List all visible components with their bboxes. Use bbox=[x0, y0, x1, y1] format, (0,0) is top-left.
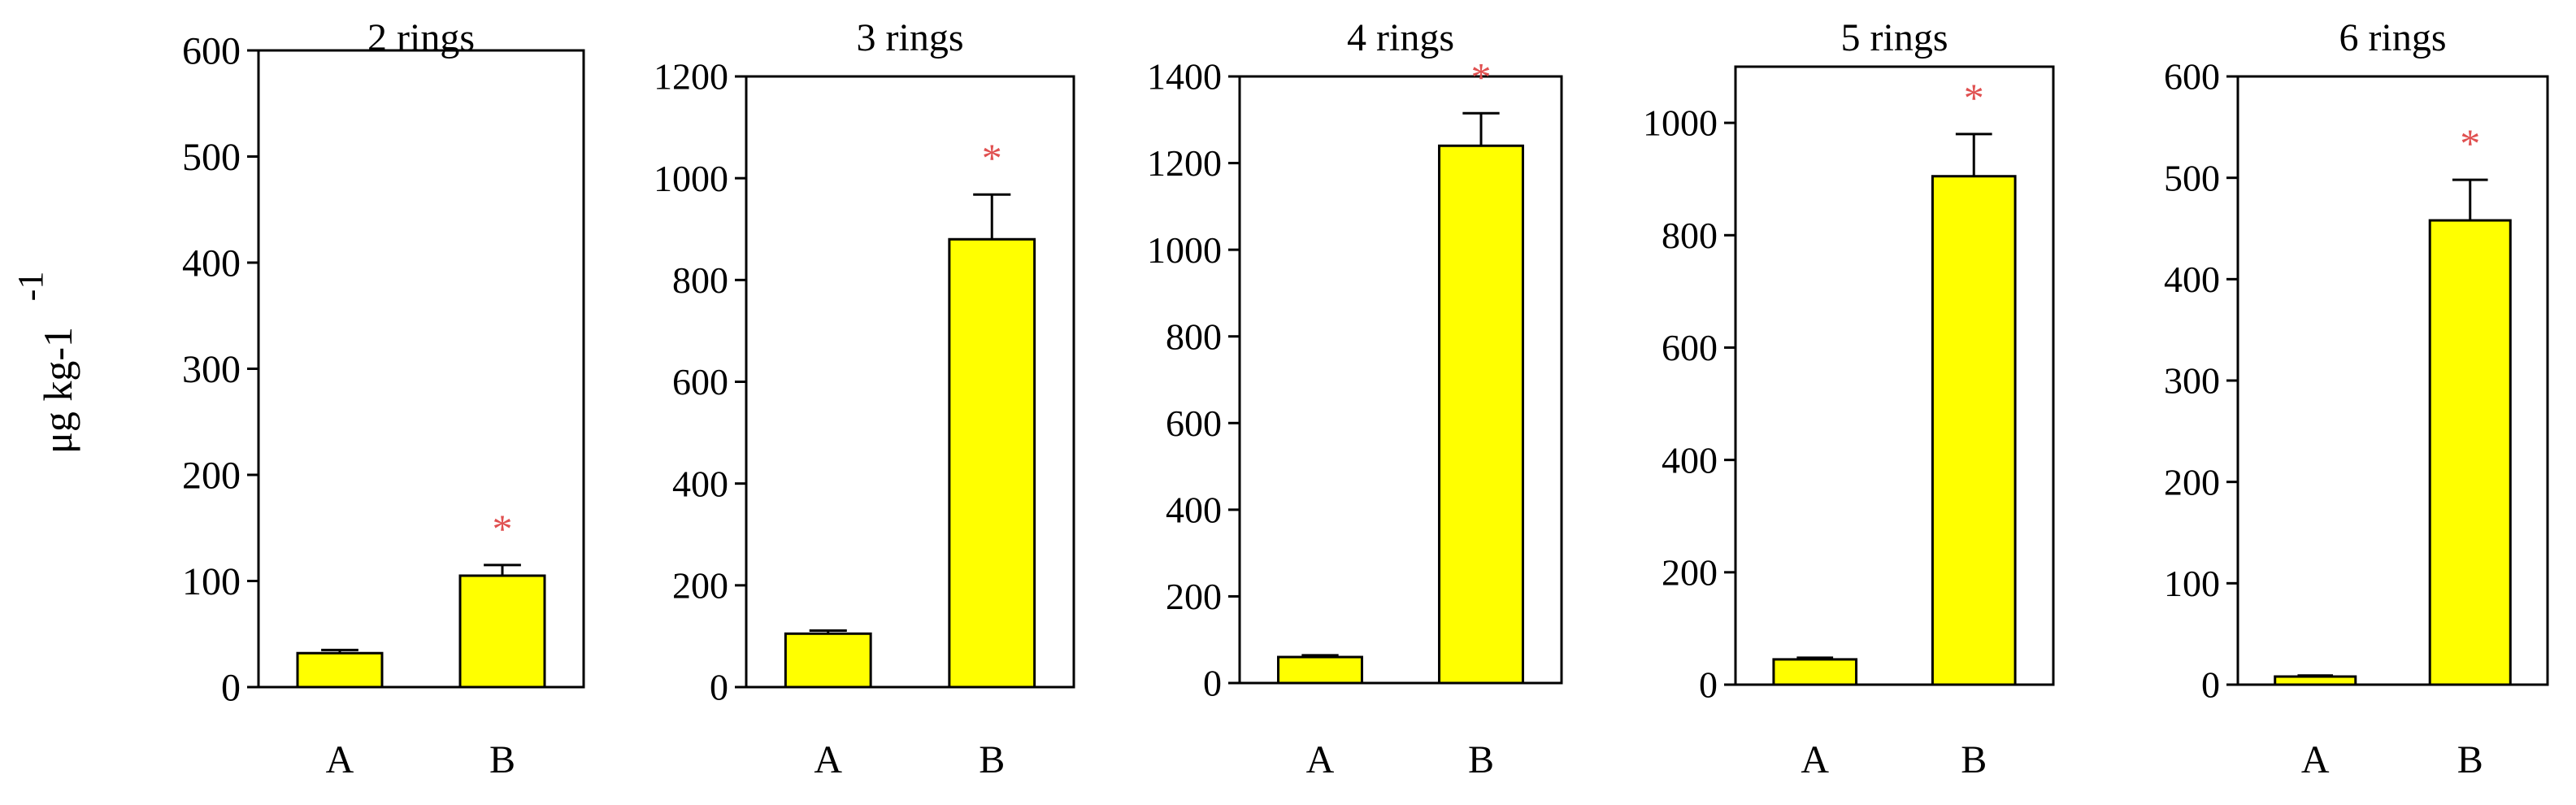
y-tick-label: 400 bbox=[182, 242, 241, 285]
y-tick-label: 300 bbox=[182, 348, 241, 391]
chart-panel-2: 3 rings 0 200 400 600 800 1000 1200 A * B bbox=[654, 16, 1075, 781]
bar-a bbox=[1772, 658, 1858, 686]
y-tick-label: 100 bbox=[182, 560, 241, 603]
x-tick-label: B bbox=[979, 738, 1005, 781]
y-tick-label: 1200 bbox=[1147, 142, 1222, 184]
chart-title: 4 rings bbox=[1347, 16, 1454, 59]
y-tick-label: 1000 bbox=[1643, 102, 1718, 144]
significance-marker: * bbox=[493, 506, 513, 551]
y-tick-label: 200 bbox=[182, 454, 241, 497]
y-tick-label: 100 bbox=[2164, 563, 2220, 604]
significance-marker: * bbox=[1471, 54, 1492, 99]
bar-b bbox=[1931, 175, 2017, 686]
bar-a bbox=[2274, 675, 2357, 686]
chart-title: 3 rings bbox=[857, 16, 964, 59]
y-tick-label: 1400 bbox=[1147, 56, 1222, 98]
y-tick-label: 200 bbox=[672, 564, 728, 606]
y-axis-title: μg kg-1 -1 bbox=[11, 272, 80, 454]
y-tick-label: 500 bbox=[182, 136, 241, 179]
x-tick-label: B bbox=[489, 738, 515, 781]
x-tick-label: B bbox=[1961, 738, 1987, 781]
plot-frame bbox=[1238, 75, 1563, 685]
y-tick-label: 0 bbox=[1203, 663, 1222, 704]
y-tick-label: 500 bbox=[2164, 157, 2220, 198]
bar-b bbox=[1438, 144, 1524, 685]
y-tick-label: 800 bbox=[672, 259, 728, 301]
chart-panel-1: 2 rings 0 100 200 300 400 500 600 A * B bbox=[182, 16, 585, 781]
bar-a bbox=[784, 632, 872, 689]
x-tick-label: A bbox=[1801, 738, 1829, 781]
y-tick-label: 600 bbox=[672, 361, 728, 402]
bar-b bbox=[458, 574, 546, 689]
y-tick-label: 1000 bbox=[1147, 229, 1222, 271]
y-tick-label: 400 bbox=[672, 463, 728, 504]
y-tick-label: 800 bbox=[1662, 215, 1718, 256]
bar-b bbox=[948, 237, 1036, 689]
y-tick-label: 300 bbox=[2164, 360, 2220, 402]
y-tick-label: 200 bbox=[2164, 461, 2220, 503]
y-tick-label: 400 bbox=[1662, 439, 1718, 481]
y-tick-label: 800 bbox=[1166, 315, 1222, 357]
y-tick-label: 200 bbox=[1662, 551, 1718, 593]
significance-marker: * bbox=[2460, 120, 2480, 166]
significance-marker: * bbox=[982, 135, 1002, 181]
x-tick-label: B bbox=[1468, 738, 1494, 781]
y-tick-label: 400 bbox=[1166, 489, 1222, 530]
significance-marker: * bbox=[1964, 75, 1984, 120]
y-tick-label: 1200 bbox=[654, 56, 728, 98]
bar-b bbox=[2428, 219, 2512, 686]
y-tick-label: 1000 bbox=[654, 158, 728, 199]
chart-panel-3: 4 rings 0 200 400 600 800 1000 1200 1400 A * B bbox=[1147, 16, 1563, 781]
chart-panel-5: 6 rings 0 100 200 300 400 500 600 A * B bbox=[2164, 16, 2549, 781]
chart-title: 6 rings bbox=[2339, 16, 2447, 59]
y-tick-label: 400 bbox=[2164, 259, 2220, 300]
y-tick-label: 0 bbox=[2201, 664, 2220, 706]
chart-title: 2 rings bbox=[367, 16, 475, 59]
y-tick-label: 600 bbox=[1662, 327, 1718, 368]
x-tick-label: A bbox=[814, 738, 842, 781]
y-tick-label: 0 bbox=[221, 666, 241, 709]
chart-panels: 2 rings 0 100 200 300 400 500 600 A * B 3 rings 0 200… bbox=[182, 16, 2549, 781]
x-tick-label: B bbox=[2457, 738, 2483, 781]
y-tick-label: 0 bbox=[710, 667, 728, 708]
x-tick-label: A bbox=[1306, 738, 1335, 781]
y-axis-label: μg kg-1 bbox=[35, 327, 80, 454]
y-tick-label: 0 bbox=[1699, 664, 1718, 706]
bar-a bbox=[1277, 655, 1363, 685]
y-axis-label-superscript: -1 bbox=[11, 272, 50, 302]
bar-a bbox=[296, 651, 384, 689]
x-tick-label: A bbox=[2301, 738, 2330, 781]
x-tick-label: A bbox=[326, 738, 354, 781]
plot-frame bbox=[1734, 65, 2055, 686]
y-tick-label: 600 bbox=[182, 29, 241, 72]
y-tick-label: 200 bbox=[1166, 576, 1222, 617]
chart-title: 5 rings bbox=[1841, 16, 1948, 59]
chart-panel-4: 5 rings 0 200 400 600 800 1000 A * B bbox=[1643, 16, 2055, 781]
y-tick-label: 600 bbox=[2164, 56, 2220, 98]
y-tick-label: 600 bbox=[1166, 402, 1222, 444]
